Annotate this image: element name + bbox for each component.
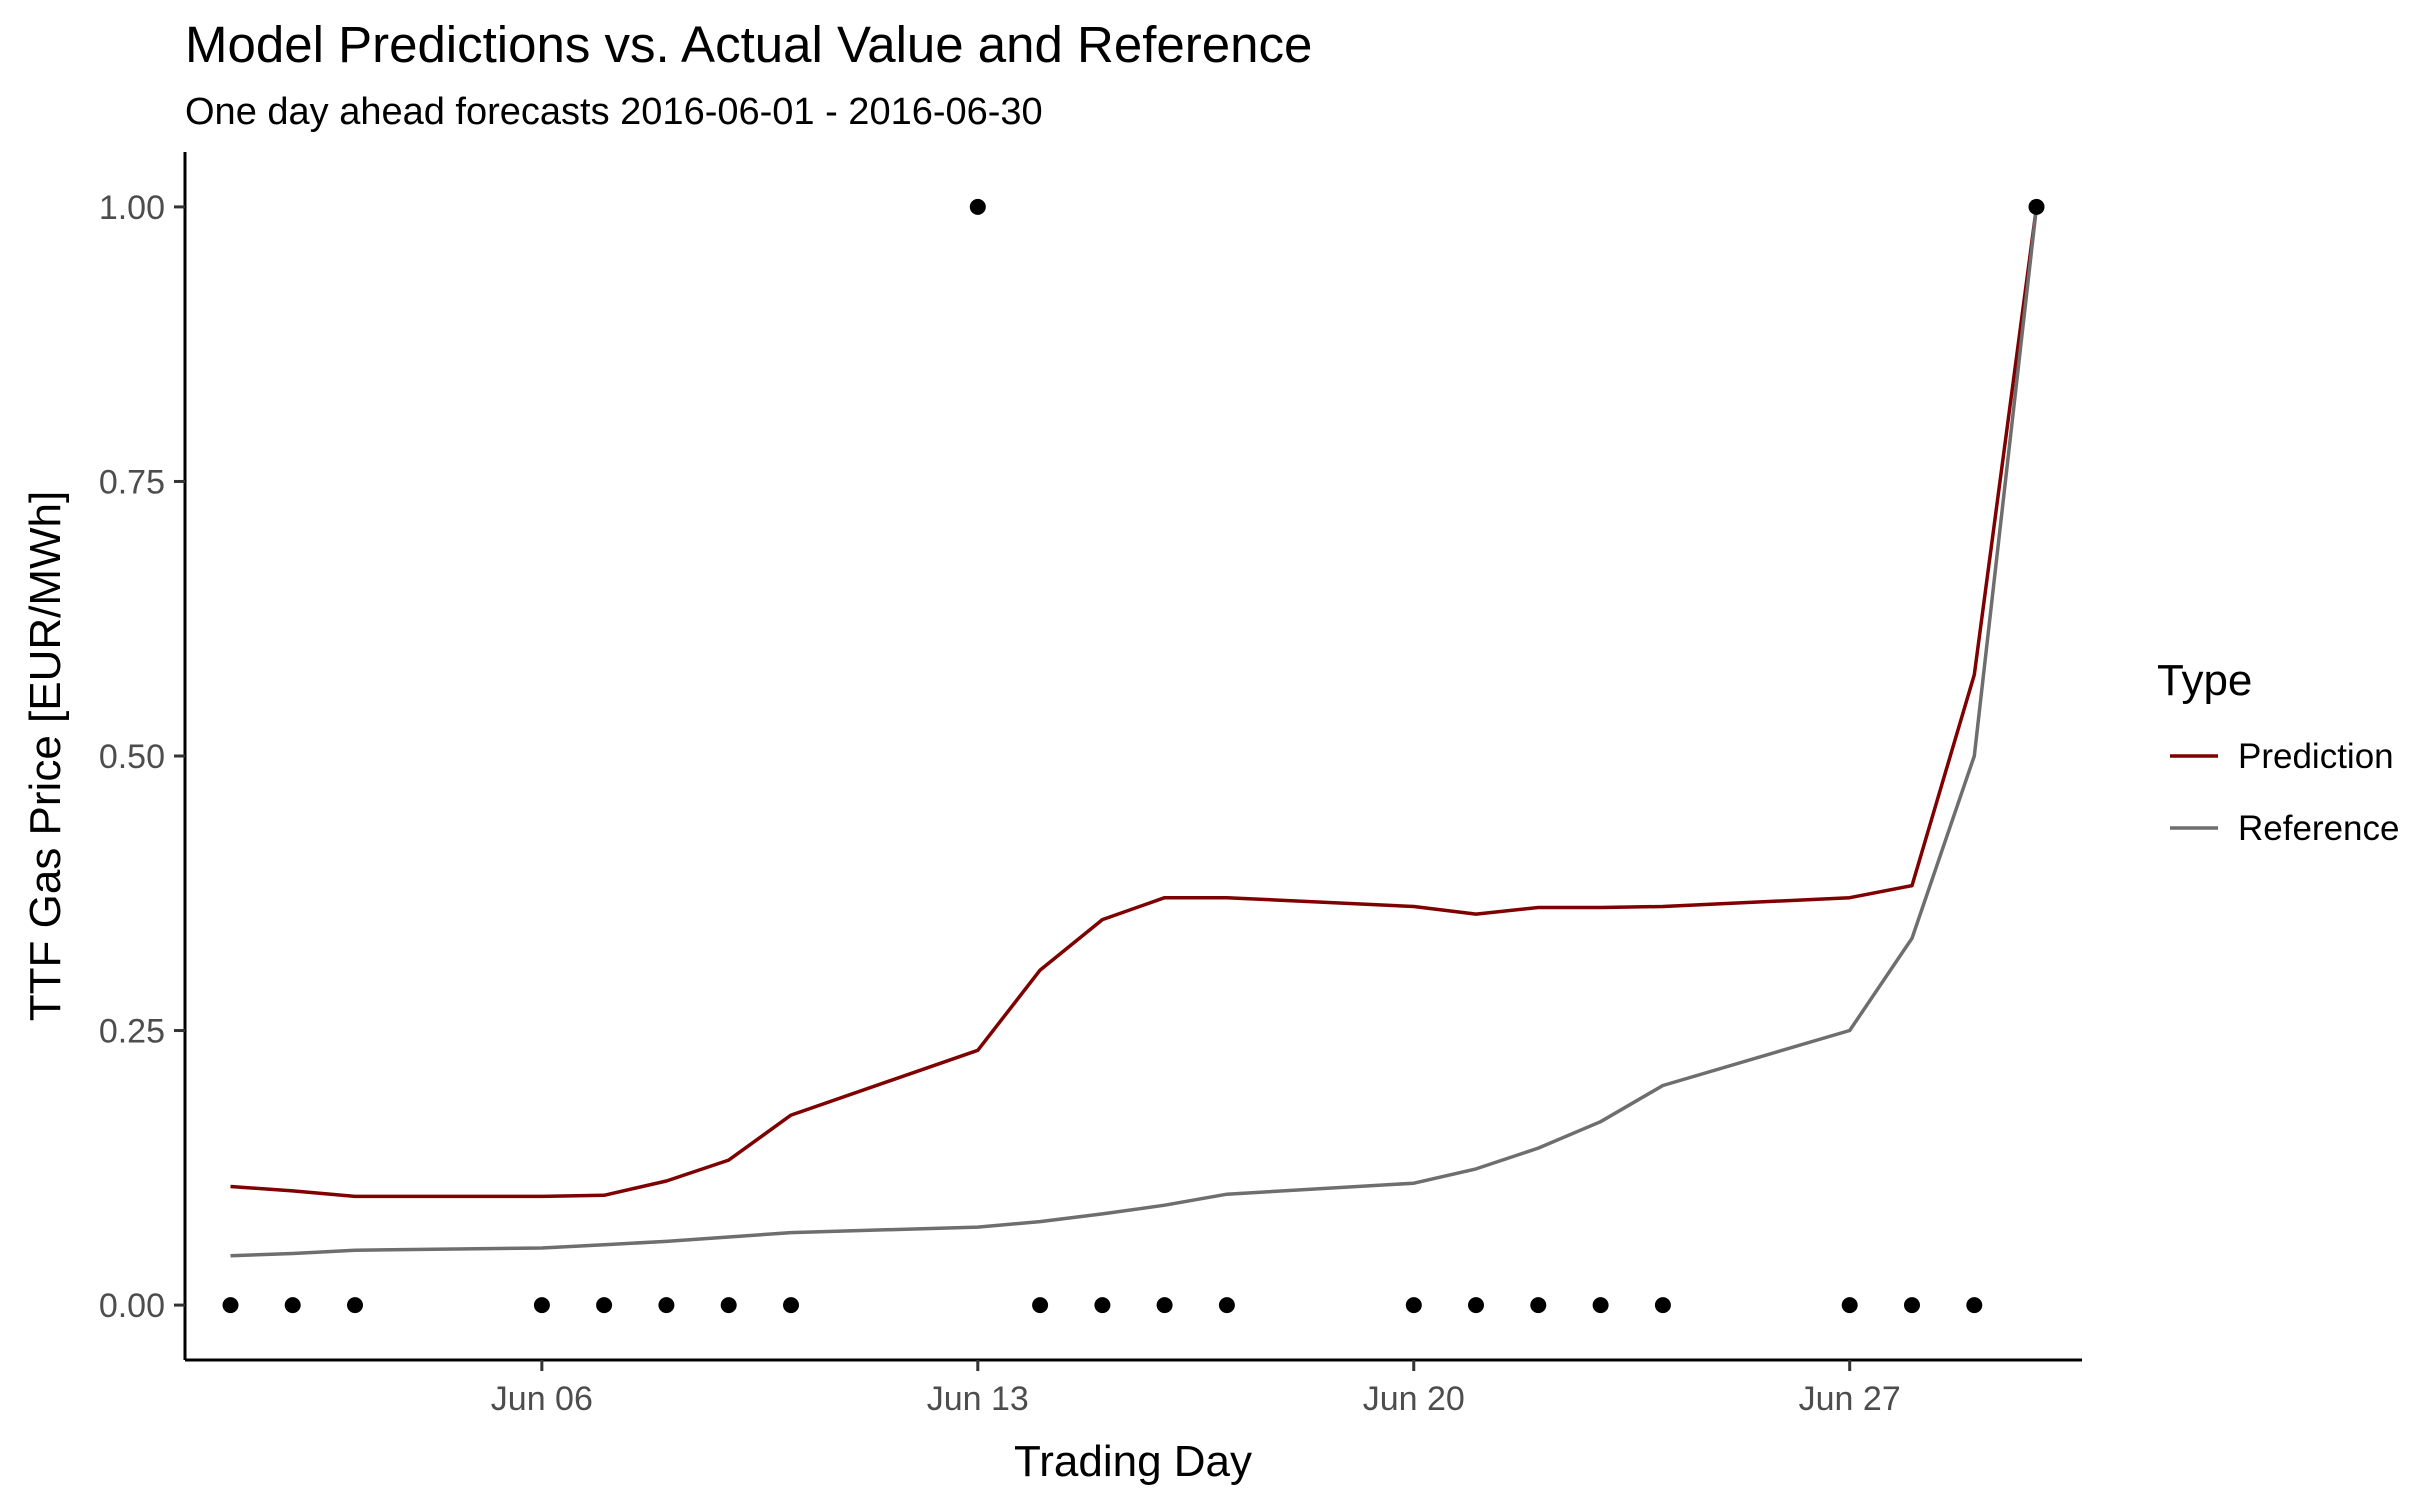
x-axis-title: Trading Day — [1014, 1437, 1252, 1486]
x-tick-label: Jun 27 — [1799, 1380, 1901, 1418]
actual-point — [2028, 198, 2045, 215]
y-tick-label: 0.00 — [99, 1287, 165, 1325]
plot-area — [222, 198, 2045, 1314]
series-line-reference — [230, 206, 2039, 1258]
x-tick-label: Jun 13 — [927, 1380, 1029, 1418]
x-axis-ticks: Jun 06 Jun 13 Jun 20 Jun 27 — [491, 1360, 1901, 1418]
actual-point — [284, 1297, 301, 1314]
y-axis-title: TTF Gas Price [EUR/MWh] — [21, 491, 70, 1021]
actual-point — [1654, 1297, 1671, 1314]
actual-point — [1841, 1297, 1858, 1314]
actual-point — [1405, 1297, 1422, 1314]
actual-point — [1156, 1297, 1173, 1314]
actual-point — [658, 1297, 675, 1314]
actual-point — [720, 1297, 737, 1314]
actual-point — [1592, 1297, 1609, 1314]
series-line-prediction — [230, 206, 2039, 1199]
chart-title: Model Predictions vs. Actual Value and R… — [185, 16, 1312, 73]
y-tick-label: 0.75 — [99, 463, 165, 501]
y-tick-label: 1.00 — [99, 189, 165, 227]
actual-point — [222, 1297, 239, 1314]
actual-point — [1032, 1297, 1049, 1314]
x-tick-label: Jun 20 — [1363, 1380, 1465, 1418]
actual-point — [969, 198, 986, 215]
legend: Type Prediction Reference — [2157, 656, 2399, 848]
actual-point — [1218, 1297, 1235, 1314]
y-axis-ticks: 0.00 0.25 0.50 0.75 1.00 — [99, 189, 185, 1325]
actual-point — [596, 1297, 613, 1314]
legend-label-prediction: Prediction — [2238, 737, 2394, 776]
actual-point — [1904, 1297, 1920, 1314]
x-tick-label: Jun 06 — [491, 1380, 593, 1418]
actual-point — [1530, 1297, 1547, 1314]
actual-point — [783, 1297, 799, 1314]
actual-point — [533, 1297, 550, 1314]
y-tick-label: 0.50 — [99, 738, 165, 776]
chart-subtitle: One day ahead forecasts 2016-06-01 - 201… — [185, 91, 1043, 133]
actual-point — [1094, 1297, 1111, 1314]
actual-point — [1966, 1297, 1983, 1314]
y-tick-label: 0.25 — [99, 1013, 165, 1051]
legend-label-reference: Reference — [2238, 809, 2399, 848]
actual-point — [1468, 1297, 1484, 1314]
legend-title: Type — [2157, 656, 2252, 705]
actual-point — [347, 1297, 363, 1314]
